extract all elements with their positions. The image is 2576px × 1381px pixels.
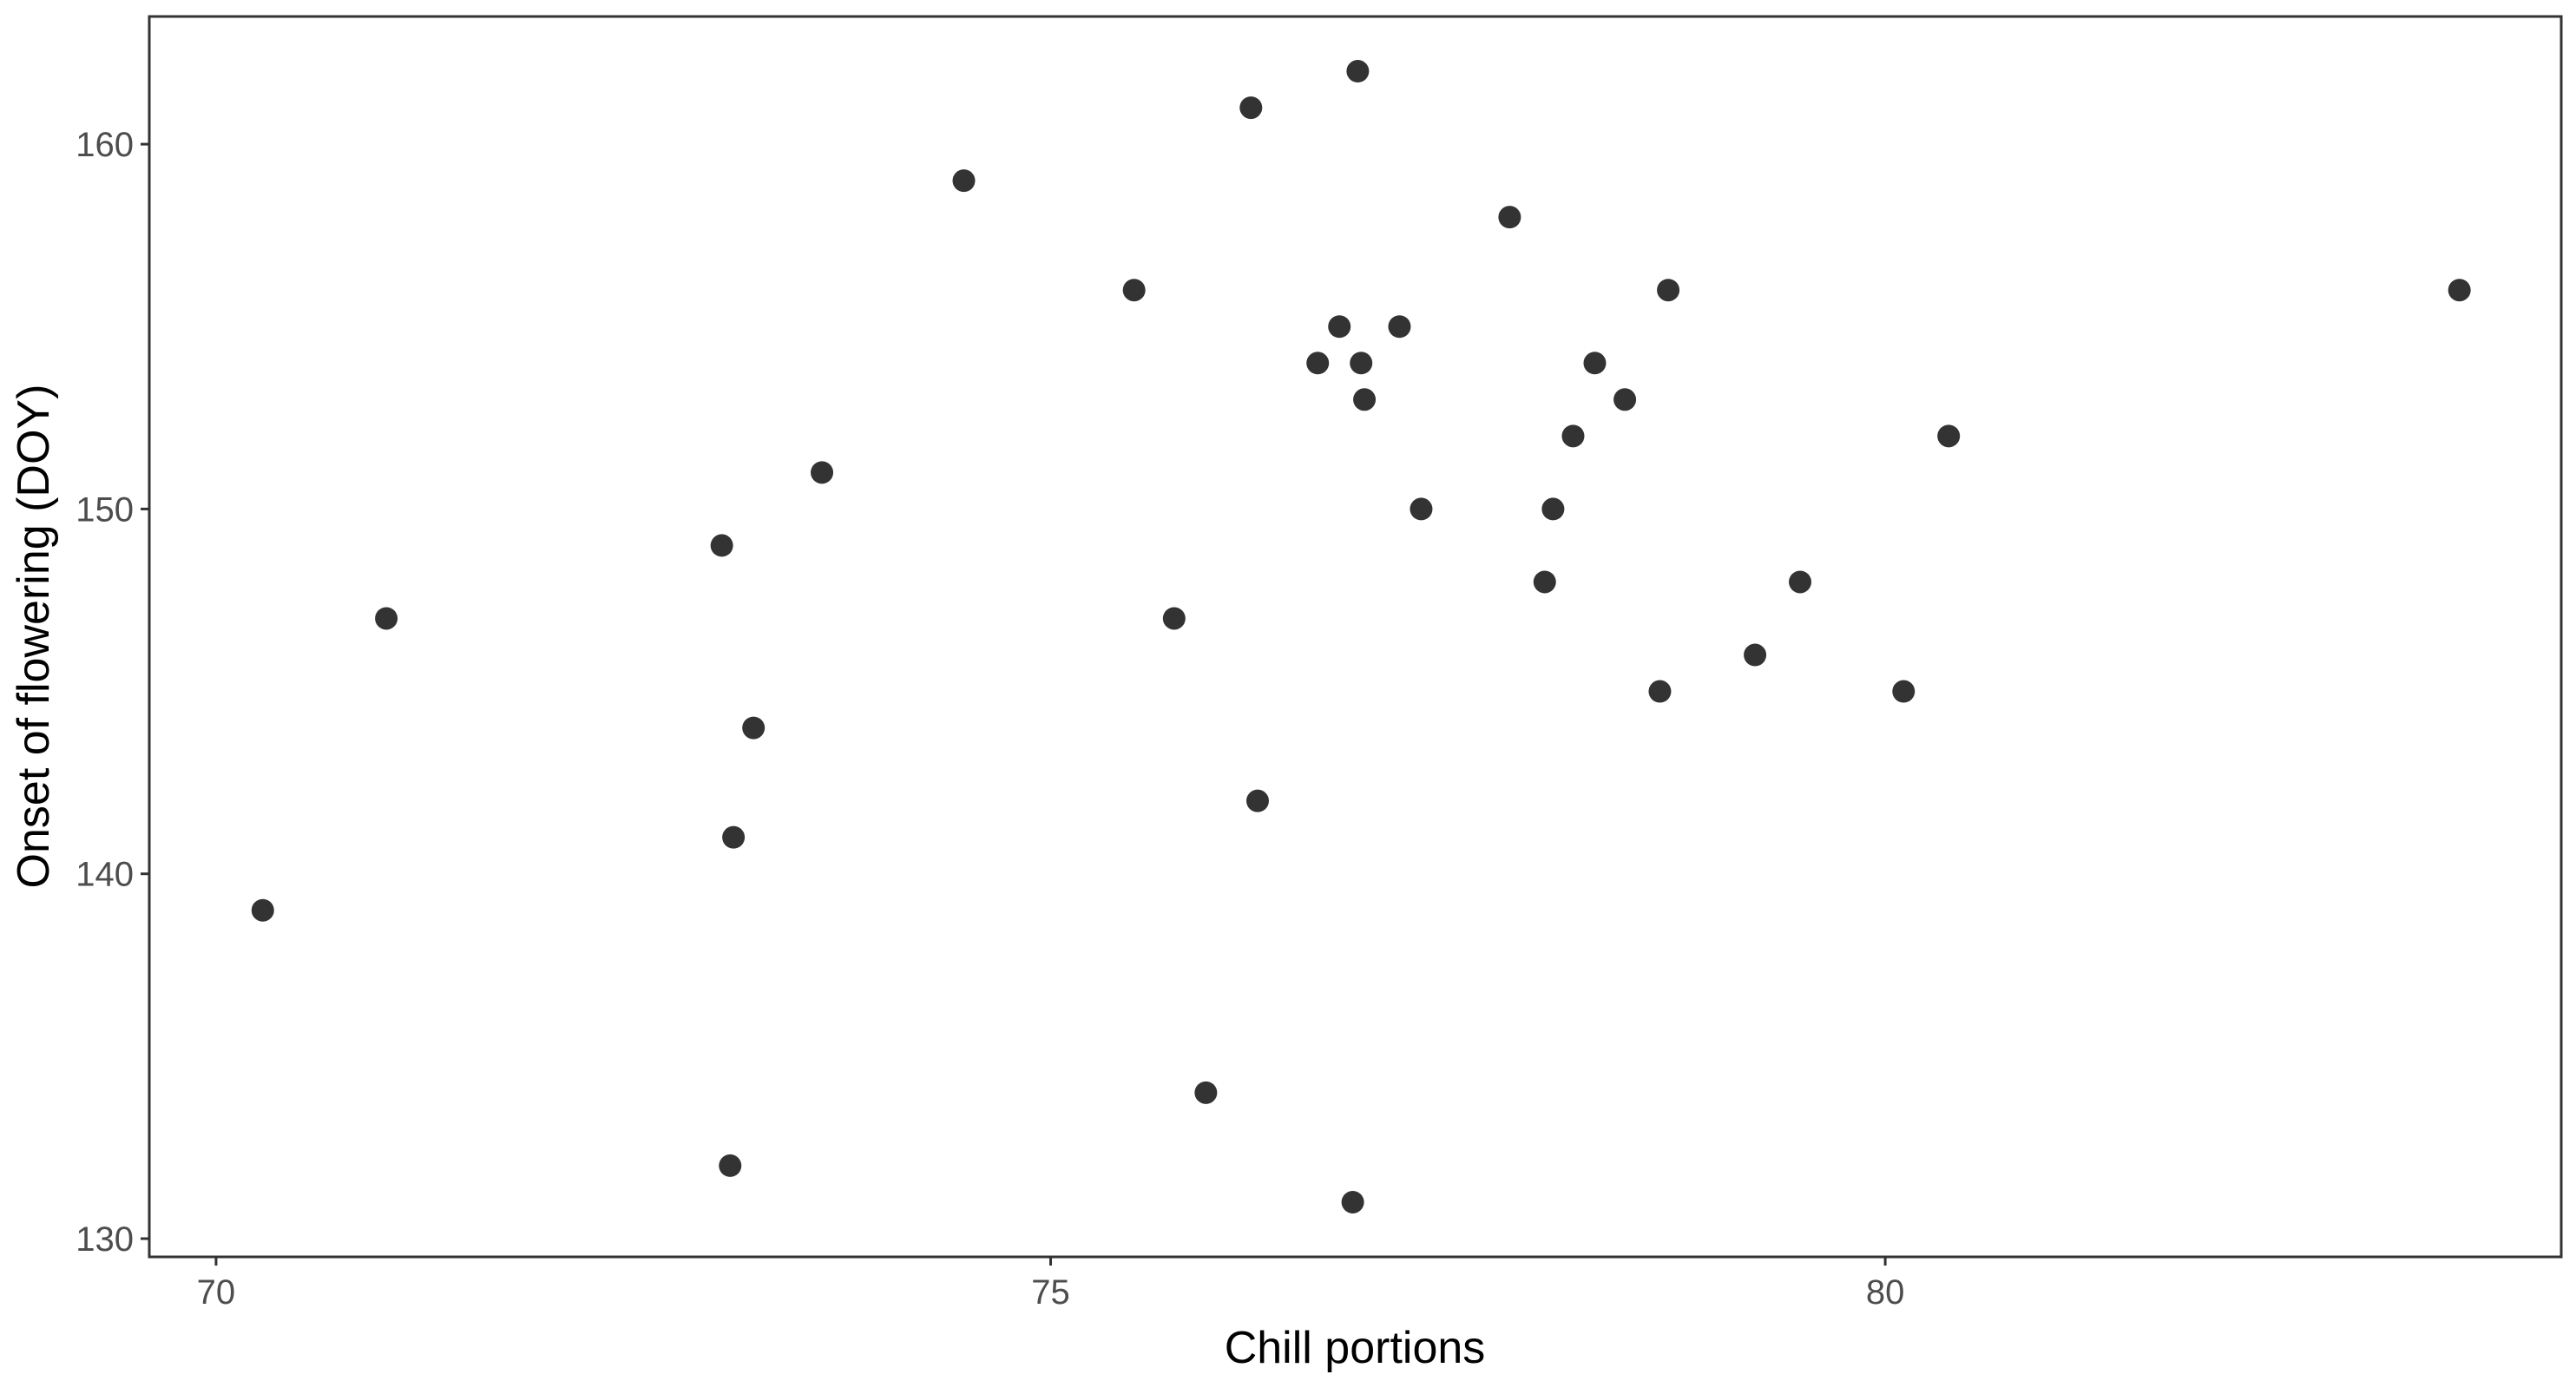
x-tick-label: 80: [1866, 1273, 1905, 1312]
data-point: [1648, 680, 1672, 703]
y-axis: 130 140 150 160: [76, 126, 149, 1259]
data-point: [1388, 315, 1411, 339]
y-tick-label: 140: [76, 856, 134, 894]
data-point: [251, 898, 274, 922]
data-point: [1892, 680, 1916, 703]
data-point: [952, 169, 976, 193]
data-point: [1533, 570, 1556, 594]
data-point: [1306, 352, 1330, 375]
data-point: [1194, 1081, 1218, 1104]
data-point: [1937, 424, 1961, 448]
x-axis: 70 75 80: [197, 1257, 1905, 1312]
data-point: [1353, 388, 1377, 411]
data-point: [1498, 206, 1521, 229]
data-point: [1350, 352, 1373, 375]
data-point: [1789, 570, 1812, 594]
data-point: [710, 534, 733, 557]
data-point: [1245, 789, 1269, 812]
data-point: [811, 461, 834, 484]
data-point: [1341, 1190, 1364, 1213]
data-points: [251, 60, 2471, 1213]
x-tick-label: 75: [1031, 1273, 1070, 1312]
data-point: [742, 716, 766, 740]
y-tick-label: 160: [76, 126, 134, 164]
data-point: [375, 607, 398, 630]
plot-panel: [148, 15, 2563, 1259]
y-tick-label: 130: [76, 1220, 134, 1259]
data-point: [719, 1154, 742, 1177]
data-point: [1541, 497, 1565, 521]
data-point: [722, 825, 746, 849]
data-point: [1613, 388, 1637, 411]
data-point: [1583, 352, 1607, 375]
data-point: [2448, 279, 2471, 302]
x-axis-title: Chill portions: [1225, 1323, 1486, 1373]
data-point: [1657, 279, 1680, 302]
data-point: [1561, 424, 1585, 448]
x-tick-label: 70: [197, 1273, 236, 1312]
data-point: [1122, 279, 1146, 302]
data-point: [1744, 643, 1767, 667]
data-point: [1162, 607, 1186, 630]
y-tick-label: 150: [76, 490, 134, 529]
y-axis-title: Onset of flowering (DOY): [9, 385, 59, 889]
data-point: [1328, 315, 1351, 339]
data-point: [1239, 96, 1263, 120]
data-point: [1346, 60, 1370, 83]
data-point: [1410, 497, 1433, 521]
